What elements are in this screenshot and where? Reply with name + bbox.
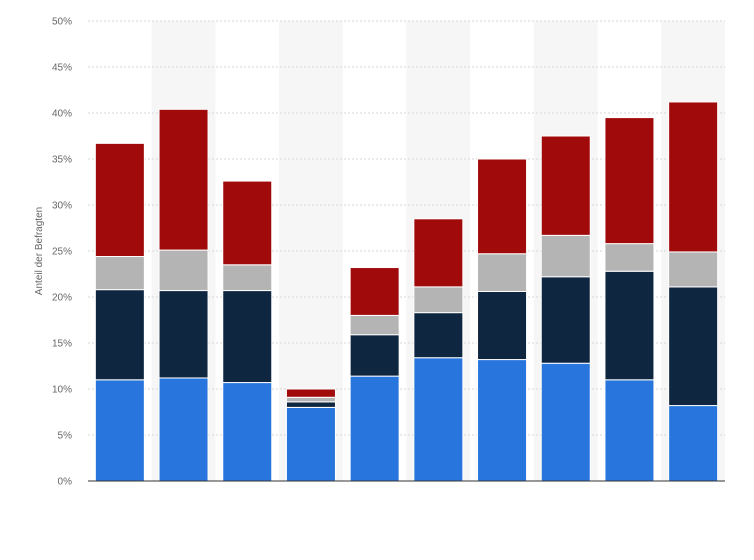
bar-segment[interactable] <box>540 135 591 236</box>
bar-segment[interactable] <box>94 142 145 258</box>
bar-segment[interactable] <box>349 375 400 482</box>
bar-segment[interactable] <box>222 180 273 266</box>
bar-segment[interactable] <box>413 286 464 314</box>
bar-segment[interactable] <box>668 286 719 407</box>
bar-segment[interactable] <box>349 334 400 377</box>
bar-segment[interactable] <box>158 290 209 379</box>
bar-segment[interactable] <box>285 401 336 408</box>
bar-segment[interactable] <box>285 396 336 403</box>
y-tick-label: 35% <box>52 155 72 166</box>
bar-segment[interactable] <box>94 256 145 291</box>
bar-segment[interactable] <box>158 249 209 292</box>
y-tick-label: 15% <box>52 339 72 350</box>
bar-segment[interactable] <box>158 377 209 482</box>
bar-segment[interactable] <box>158 108 209 251</box>
bar-segment[interactable] <box>222 264 273 292</box>
bar-segment[interactable] <box>413 312 464 359</box>
y-tick-label: 45% <box>52 63 72 74</box>
bar-segment[interactable] <box>477 359 528 482</box>
y-tick-label: 5% <box>58 431 73 442</box>
bars <box>94 101 719 482</box>
bar-segment[interactable] <box>285 388 336 398</box>
bar-segment[interactable] <box>477 290 528 361</box>
y-tick-label: 30% <box>52 201 72 212</box>
bar-segment[interactable] <box>604 270 655 381</box>
bar-segment[interactable] <box>540 234 591 278</box>
bar-segment[interactable] <box>604 379 655 482</box>
y-tick-label: 0% <box>58 477 73 488</box>
bar-segment[interactable] <box>604 117 655 245</box>
y-axis-label: Anteil der Befragten <box>34 207 45 295</box>
bar-segment[interactable] <box>94 379 145 482</box>
y-tick-label: 20% <box>52 293 72 304</box>
bar-segment[interactable] <box>222 290 273 384</box>
bar-segment[interactable] <box>413 218 464 288</box>
bar-segment[interactable] <box>222 382 273 482</box>
bar-segment[interactable] <box>604 243 655 272</box>
bar-segment[interactable] <box>349 314 400 336</box>
bar-segment[interactable] <box>668 251 719 288</box>
y-tick-label: 10% <box>52 385 72 396</box>
bar-segment[interactable] <box>477 253 528 292</box>
bar-segment[interactable] <box>668 405 719 482</box>
bar-segment[interactable] <box>413 357 464 482</box>
bar-segment[interactable] <box>477 158 528 255</box>
y-tick-label: 25% <box>52 247 72 258</box>
y-tick-label: 40% <box>52 109 72 120</box>
bar-segment[interactable] <box>540 362 591 482</box>
y-tick-label: 50% <box>52 17 72 28</box>
bar-segment[interactable] <box>540 276 591 364</box>
bar-segment[interactable] <box>94 289 145 381</box>
bar-segment[interactable] <box>668 101 719 253</box>
bar-segment[interactable] <box>285 406 336 482</box>
bar-segment[interactable] <box>349 267 400 316</box>
y-axis-ticks: 0% 5% 10% 15% 20% 25% 30% 35% 40% 45% 50% <box>52 17 72 488</box>
